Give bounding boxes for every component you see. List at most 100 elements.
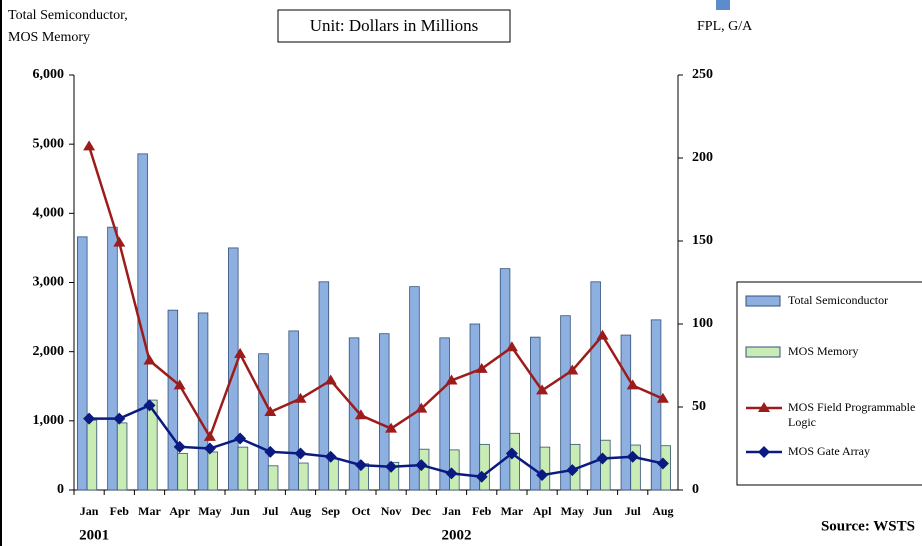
marker (475, 362, 488, 373)
marker (143, 354, 156, 365)
y2-tick-label: 150 (692, 233, 713, 248)
marker (415, 402, 428, 413)
bar (469, 323, 481, 491)
marker (566, 464, 579, 477)
bar (258, 353, 269, 491)
marker (83, 140, 96, 151)
bar (650, 319, 662, 491)
legend-label: MOS Field Programmable Logic (788, 400, 916, 429)
legend-label: Total Semiconductor (788, 293, 889, 307)
y2-tick-label: 0 (692, 482, 699, 497)
marker (264, 445, 277, 458)
bar (379, 333, 390, 491)
legend-swatch (745, 295, 781, 307)
marker (385, 460, 398, 473)
x-tick-label: Aug (652, 504, 673, 518)
marker (385, 422, 398, 433)
bar (600, 439, 611, 491)
source: Source: WSTS (821, 518, 915, 534)
x-tick-label: Mar (138, 504, 161, 518)
marker (566, 364, 579, 375)
bar (479, 443, 490, 491)
marker (536, 469, 549, 482)
x-tick-label: May (561, 504, 584, 518)
x-tick-label: Dec (412, 504, 432, 518)
marker (626, 450, 639, 463)
bar (267, 465, 279, 491)
legend-label: MOS Gate Array (788, 444, 870, 458)
marker (656, 392, 669, 403)
annotation-box (277, 9, 511, 43)
y2-axis-label: FPL, G/A (697, 19, 753, 34)
year-label: 2002 (442, 527, 472, 543)
y-axis-label: MOS Memory (8, 30, 90, 45)
marker (173, 379, 186, 390)
x-tick-label: May (198, 504, 221, 518)
y2-tick-label: 250 (692, 67, 713, 82)
marker (445, 374, 458, 385)
marker (113, 412, 126, 425)
marker (505, 341, 518, 352)
marker (596, 329, 609, 340)
bar (107, 226, 118, 491)
logo-icon (716, 0, 730, 10)
marker (294, 447, 307, 460)
y2-tick-label: 50 (692, 399, 706, 414)
bar (177, 452, 188, 491)
bar (418, 448, 430, 491)
x-tick-label: Jun (593, 504, 613, 518)
x-tick-label: Mar (501, 504, 524, 518)
x-tick-label: Jul (625, 504, 642, 518)
bar (388, 461, 400, 491)
y-tick-label: 4,000 (33, 206, 65, 221)
y-tick-label: 5,000 (33, 136, 65, 151)
bar (539, 446, 551, 491)
marker (596, 452, 609, 465)
y-tick-label: 6,000 (33, 67, 65, 82)
y-axis-label: Total Semiconductor, (8, 8, 128, 23)
legend-swatch (745, 346, 781, 358)
bar (530, 336, 541, 491)
bar (298, 462, 309, 491)
bar (560, 315, 571, 491)
x-tick-label: Nov (381, 504, 402, 518)
bar (409, 286, 420, 491)
bar (439, 337, 450, 491)
y-tick-label: 0 (57, 482, 64, 497)
marker (445, 467, 458, 480)
bar (167, 309, 179, 491)
bar (77, 236, 88, 491)
bar (509, 432, 520, 491)
x-tick-label: Apl (533, 504, 552, 518)
y-tick-label: 2,000 (33, 344, 65, 359)
legend-label: MOS Memory (788, 344, 859, 358)
x-tick-label: Jan (442, 504, 461, 518)
bar (328, 458, 339, 491)
marker (203, 430, 216, 441)
marker (113, 236, 126, 247)
marker (203, 442, 216, 455)
marker (234, 347, 247, 358)
x-tick-label: Apr (169, 504, 190, 518)
bar (228, 247, 239, 491)
bar (86, 419, 98, 491)
x-tick-label: Jan (80, 504, 99, 518)
bar (630, 444, 641, 491)
annotation: Unit: Dollars in Millions (310, 16, 479, 35)
bar (499, 268, 511, 491)
bar (116, 422, 128, 491)
bar (147, 399, 158, 491)
marker (264, 405, 277, 416)
bar (620, 334, 632, 491)
x-tick-label: Jul (262, 504, 279, 518)
bar (590, 281, 601, 491)
marker (234, 432, 247, 445)
marker (83, 412, 96, 425)
bar (207, 451, 218, 491)
marker (626, 379, 639, 390)
x-tick-label: Feb (110, 504, 130, 518)
marker (173, 440, 186, 453)
x-tick-label: Oct (352, 504, 371, 518)
y-tick-label: 1,000 (33, 413, 65, 428)
